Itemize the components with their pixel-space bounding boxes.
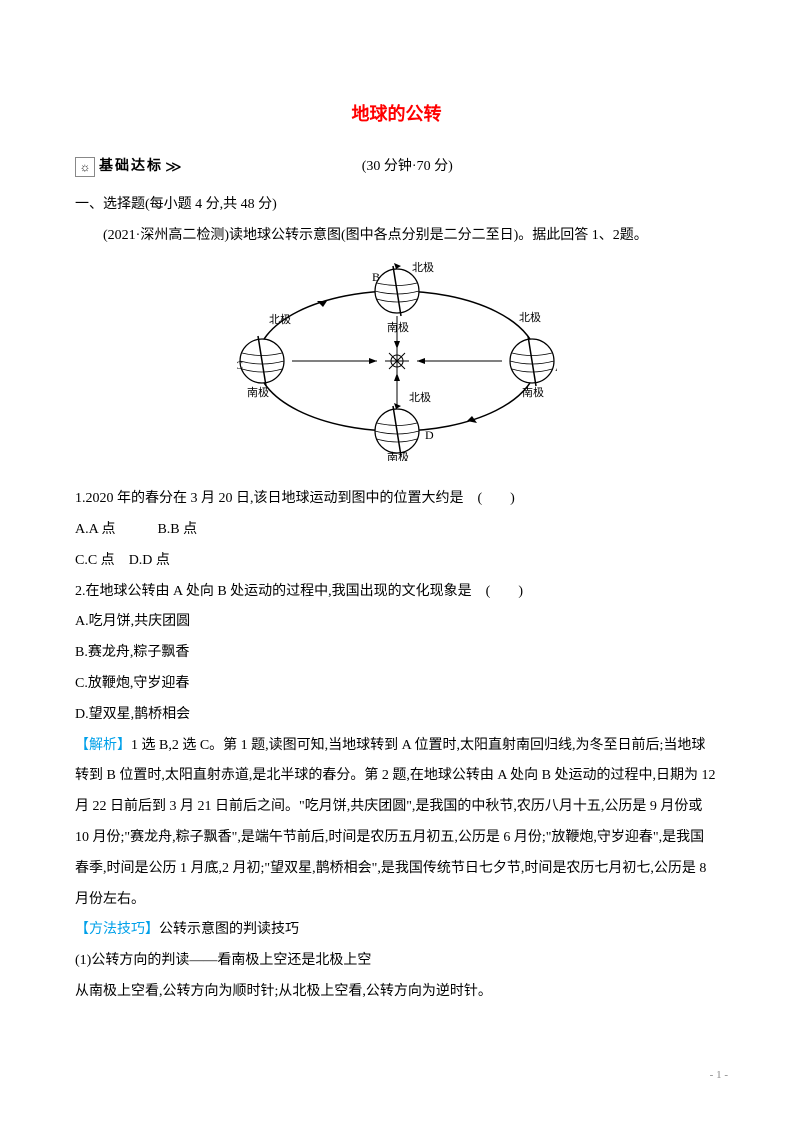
time-info: (30 分钟·70 分) (362, 152, 453, 183)
method-label: 【方法技巧】 (75, 922, 159, 937)
q2-opt-d: D.望双星,鹊桥相会 (75, 700, 718, 731)
q1-opt-row1: A.A 点 B.B 点 (75, 515, 718, 546)
q2-opt-c: C.放鞭炮,守岁迎春 (75, 669, 718, 700)
section-header: ☼ 基础达标 ≫ (30 分钟·70 分) (75, 150, 718, 185)
q2-opt-b: B.赛龙舟,粽子飘香 (75, 638, 718, 669)
svg-text:北极: 北极 (409, 390, 431, 404)
method-item1: (1)公转方向的判读——看南极上空还是北极上空 (75, 946, 718, 977)
q1-opt-d: D.D 点 (129, 553, 170, 568)
section-label: 基础达标 (99, 152, 163, 183)
svg-text:南极: 南极 (247, 385, 269, 399)
q1-opt-row2: C.C 点 D.D 点 (75, 546, 718, 577)
analysis-label: 【解析】 (75, 738, 131, 753)
orbit-svg: B 北极 南极 D 北极 南极 C 北极 南极 (237, 261, 557, 461)
arrow-icon: ≫ (165, 150, 182, 185)
section-icon: ☼ (75, 157, 95, 177)
svg-text:南极: 南极 (387, 320, 409, 334)
svg-text:D: D (425, 428, 434, 442)
analysis-text: 1 选 B,2 选 C。第 1 题,读图可知,当地球转到 A 位置时,太阳直射南… (75, 738, 716, 907)
svg-text:C: C (237, 358, 243, 372)
orbit-diagram: B 北极 南极 D 北极 南极 C 北极 南极 (75, 261, 718, 474)
svg-text:南极: 南极 (522, 385, 544, 399)
svg-text:北极: 北极 (519, 310, 541, 324)
q1-opt-a: A.A 点 (75, 522, 115, 537)
q1-opt-c: C.C 点 (75, 553, 115, 568)
q1-stem: 1.2020 年的春分在 3 月 20 日,该日地球运动到图中的位置大约是 ( … (75, 484, 718, 515)
method-title: 公转示意图的判读技巧 (159, 922, 299, 937)
svg-text:南极: 南极 (387, 450, 409, 461)
page-number: - 1 - (710, 1063, 728, 1087)
svg-text:北极: 北极 (269, 312, 291, 326)
q1-opt-b: B.B 点 (157, 522, 197, 537)
svg-text:B: B (372, 270, 380, 284)
method-paragraph: 【方法技巧】公转示意图的判读技巧 (75, 915, 718, 946)
svg-text:A: A (555, 360, 557, 374)
analysis-paragraph: 【解析】1 选 B,2 选 C。第 1 题,读图可知,当地球转到 A 位置时,太… (75, 731, 718, 916)
svg-text:北极: 北极 (412, 261, 434, 274)
intro-text: (2021·深州高二检测)读地球公转示意图(图中各点分别是二分二至日)。据此回答… (75, 221, 718, 252)
page-title: 地球的公转 (75, 95, 718, 135)
q2-stem: 2.在地球公转由 A 处向 B 处运动的过程中,我国出现的文化现象是 ( ) (75, 577, 718, 608)
part-header: 一、选择题(每小题 4 分,共 48 分) (75, 190, 718, 221)
q2-opt-a: A.吃月饼,共庆团圆 (75, 607, 718, 638)
method-item1-detail: 从南极上空看,公转方向为顺时针;从北极上空看,公转方向为逆时针。 (75, 977, 718, 1008)
